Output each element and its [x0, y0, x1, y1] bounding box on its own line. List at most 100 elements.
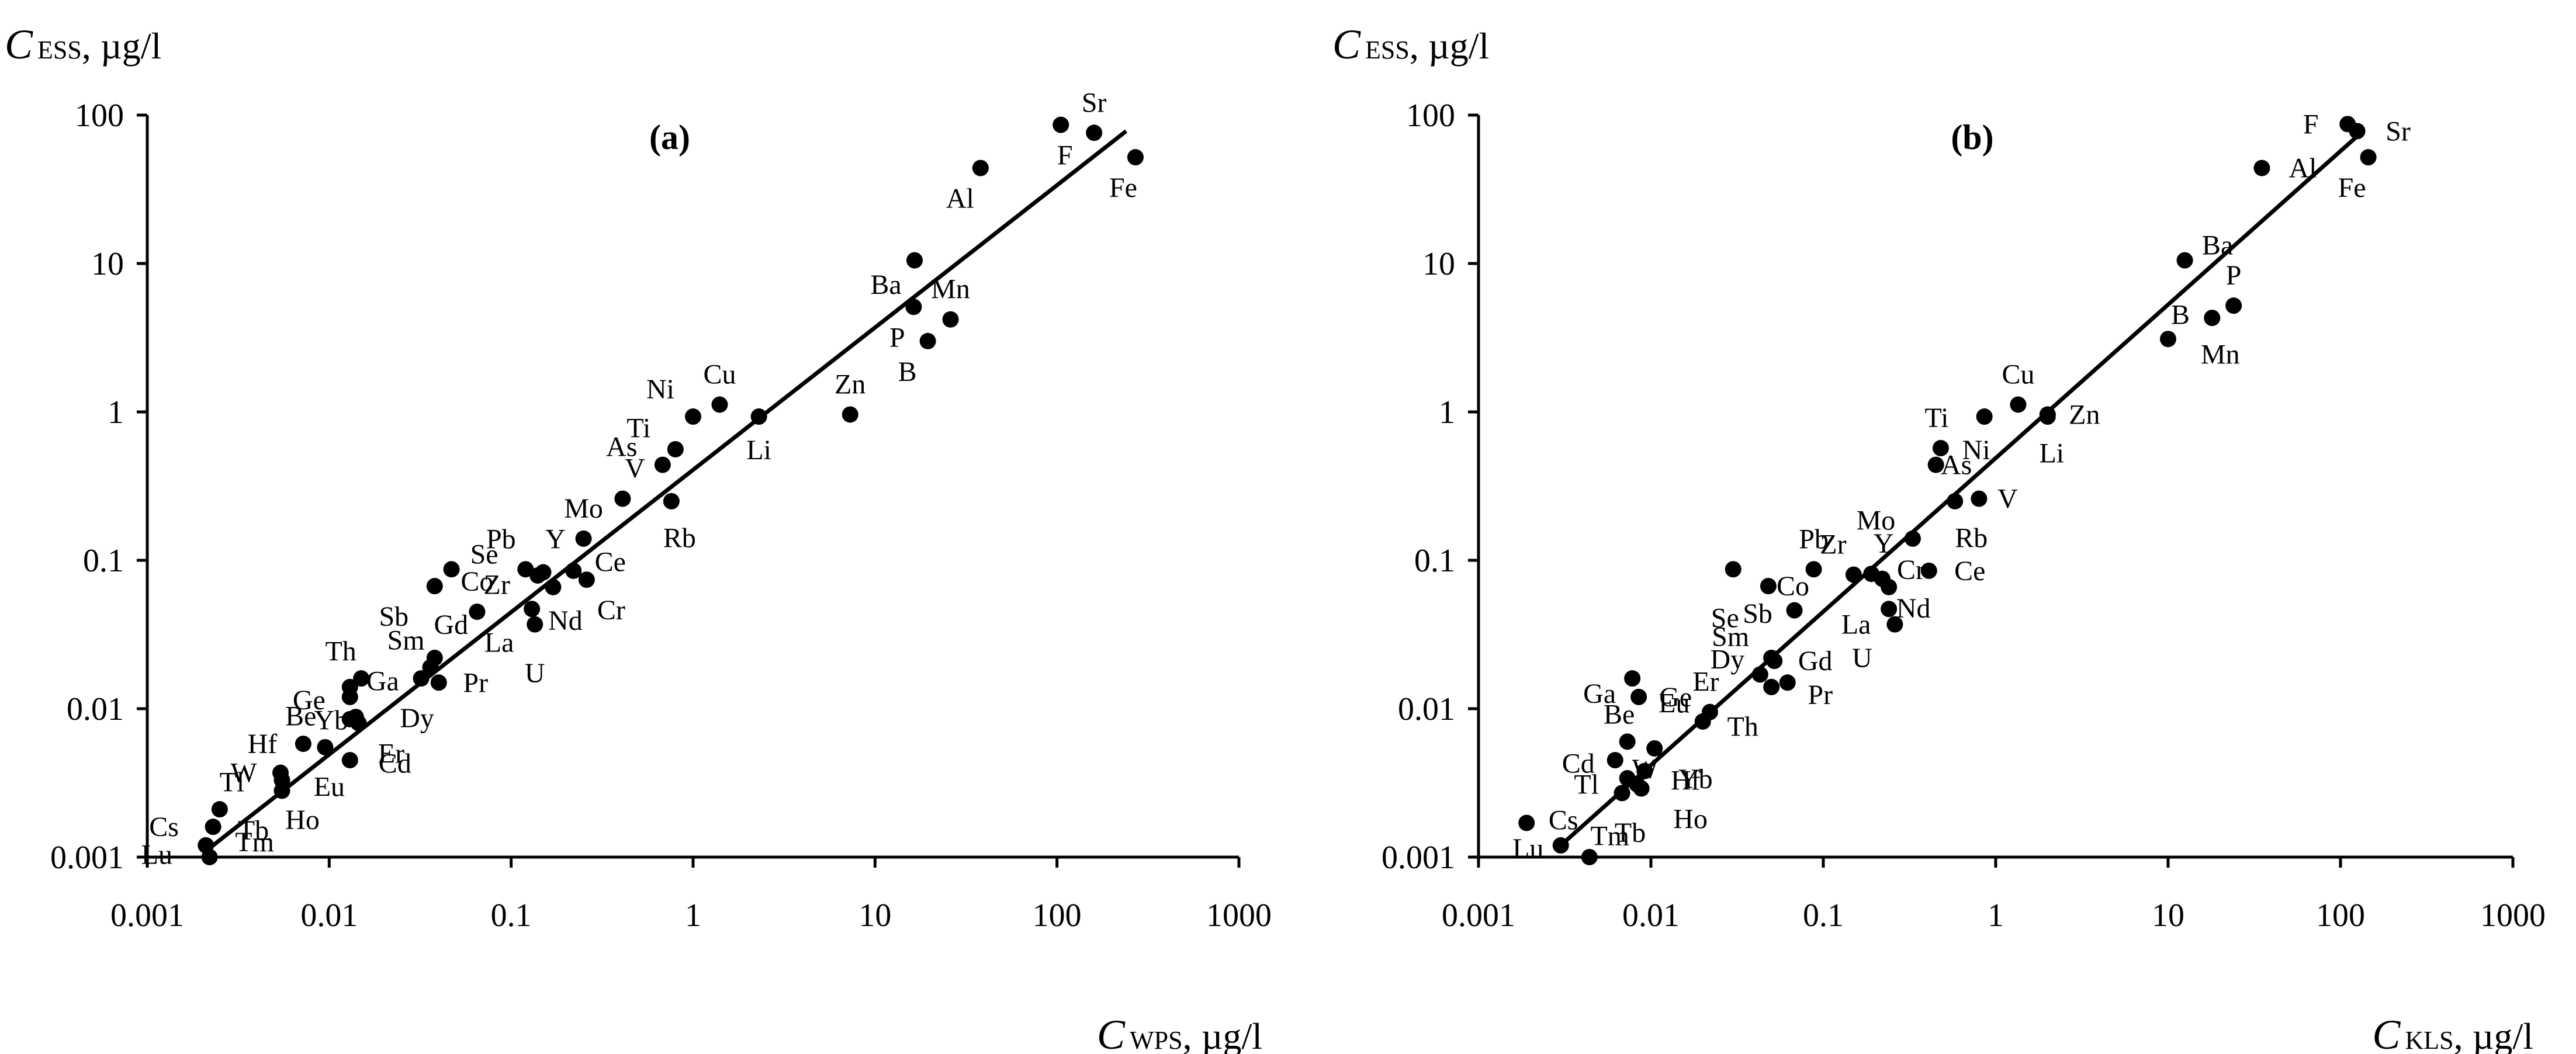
point-label-b: B: [898, 356, 917, 387]
x-axis-title: C KLS, µg/l: [2372, 1011, 2533, 1054]
point-label-tb: Tb: [238, 815, 269, 846]
data-point-ho: [1633, 780, 1650, 797]
point-label-ti: Ti: [626, 413, 650, 444]
x-axis-title: C WPS, µg/l: [1097, 1011, 1262, 1054]
panel-a: 0.001 0.01 0.1 1 10 100 1000 0.001 0.01 0.1 1 10 100…: [5, 21, 1272, 1054]
point-label-fe: Fe: [1109, 172, 1137, 203]
point-label-mo: Mo: [564, 493, 603, 524]
x-tick-label: 1000: [1206, 897, 1272, 934]
point-label-ni: Ni: [1962, 435, 1990, 466]
data-point-mn: [2204, 310, 2221, 327]
data-point-ce: [1920, 562, 1937, 579]
point-label-ba: Ba: [870, 269, 901, 300]
point-label-sb: Sb: [379, 601, 408, 632]
data-point-ti: [1932, 440, 1949, 457]
data-point-cu: [2010, 396, 2027, 413]
point-label-as: As: [606, 431, 637, 462]
data-point-zr: [529, 567, 546, 584]
point-label-th: Th: [325, 636, 356, 667]
panel-label: (a): [649, 118, 690, 157]
data-point-dy: [1751, 666, 1768, 683]
data-point-tb: [1614, 785, 1630, 802]
point-label-rb: Rb: [663, 522, 696, 553]
point-label-v: V: [1997, 484, 2018, 515]
point-label-co: Co: [1777, 571, 1809, 602]
point-label-zn: Zn: [835, 369, 865, 400]
data-point-cr: [578, 571, 595, 588]
point-label-hf: Hf: [1671, 765, 1701, 796]
point-label-gd: Gd: [1798, 646, 1833, 677]
data-point-tb: [273, 782, 290, 799]
point-label-cd: Cd: [379, 748, 411, 779]
y-tick-label: 0.1: [1414, 543, 1455, 579]
data-point-co: [469, 604, 486, 620]
data-point-tl: [211, 801, 228, 818]
point-label-pb: Pb: [486, 523, 516, 554]
point-label-zr: Zr: [484, 570, 510, 601]
data-point-p: [2225, 297, 2242, 314]
point-label-sm: Sm: [387, 625, 425, 656]
data-point-pb: [517, 561, 534, 578]
point-label-dy: Dy: [1711, 644, 1745, 675]
data-point-se: [443, 561, 460, 578]
y-tick-label: 1: [108, 394, 124, 431]
point-label-cd: Cd: [1562, 748, 1595, 779]
data-point-be: [1619, 733, 1636, 750]
point-label-tb: Tb: [1615, 817, 1646, 848]
data-point-ti: [667, 441, 684, 457]
point-label-tl: Tl: [220, 767, 245, 798]
data-point-lu: [1552, 837, 1569, 854]
x-tick-label: 0.001: [1442, 897, 1515, 934]
point-label-ho: Ho: [285, 805, 320, 835]
data-point-li: [750, 408, 767, 425]
data-point-mo: [575, 530, 592, 547]
data-point-rb: [663, 493, 680, 509]
point-label-al: Al: [946, 183, 974, 214]
y-axis-title: C ESS, µg/l: [1332, 21, 1489, 68]
data-point-hf: [295, 736, 311, 753]
data-point-co: [1760, 578, 1777, 595]
data-point-ni: [685, 408, 701, 425]
point-label-ho: Ho: [1673, 804, 1708, 835]
point-label-er: Er: [378, 739, 404, 769]
data-point-la: [524, 601, 541, 618]
data-point-th: [1763, 678, 1780, 695]
point-label-hf: Hf: [248, 729, 278, 760]
point-label-ga: Ga: [1583, 678, 1616, 709]
data-point-th: [353, 670, 370, 687]
point-label-be: Be: [285, 701, 316, 732]
y-tick-label: 0.01: [67, 691, 124, 727]
data-point-cu: [711, 396, 728, 413]
data-point-p: [905, 299, 922, 315]
data-point-zr: [1845, 566, 1862, 583]
y-tick-label: 0.001: [1382, 840, 1455, 876]
data-point-b: [919, 332, 936, 349]
x-tick-label: 0.01: [1622, 897, 1680, 934]
y-tick-label: 10: [91, 246, 124, 282]
data-point-rb: [1947, 493, 1964, 509]
data-point-sb: [426, 578, 443, 595]
point-label-pr: Pr: [463, 667, 488, 698]
x-tick-label: 1: [1988, 897, 2004, 934]
point-label-mo: Mo: [1857, 505, 1896, 536]
data-point-dy: [413, 670, 430, 687]
point-label-li: Li: [2039, 438, 2064, 469]
point-label-v: V: [625, 453, 645, 484]
point-label-y: Y: [1874, 528, 1894, 559]
point-label-tm: Tm: [1590, 821, 1629, 852]
point-label-sm: Sm: [1712, 622, 1749, 653]
data-point-ce: [565, 562, 582, 579]
panel-label: (b): [1951, 118, 1993, 157]
point-label-se: Se: [470, 539, 498, 570]
point-label-ce: Ce: [595, 546, 626, 577]
point-label-sr: Sr: [1082, 87, 1107, 118]
point-label-be: Be: [1604, 699, 1635, 730]
point-label-cu: Cu: [703, 359, 736, 390]
x-tick-label: 0.1: [1803, 897, 1844, 934]
data-point-li: [2039, 408, 2056, 425]
data-point-v: [614, 490, 631, 507]
data-point-ni: [1976, 408, 1993, 425]
point-label-u: U: [525, 658, 545, 689]
y-tick-label: 100: [1406, 98, 1455, 134]
data-point-eu: [1694, 713, 1711, 730]
